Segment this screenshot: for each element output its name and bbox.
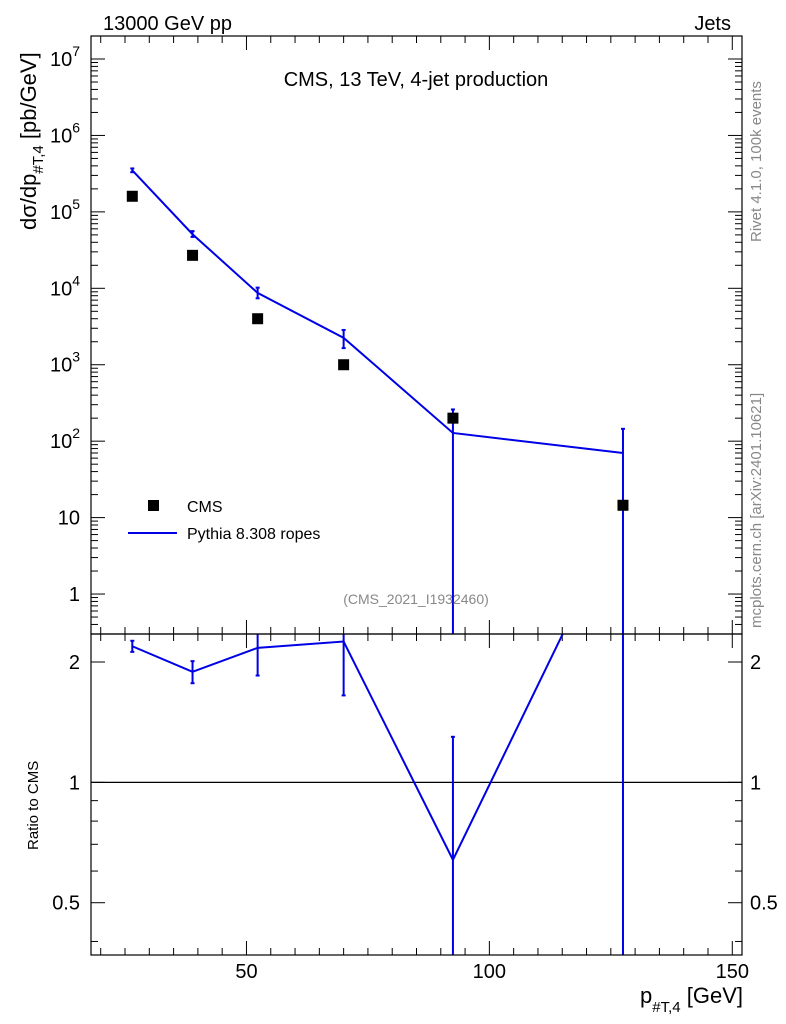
legend-cms-label: CMS	[187, 499, 223, 516]
ratio-y-tick-labels: 0.5 0.5 1 1 2 2	[52, 652, 778, 915]
y-tick-exponent: 5	[72, 196, 80, 212]
y-tick-exponent: 4	[72, 272, 80, 288]
y-tick-base: 10	[58, 508, 80, 530]
cms-data-point	[187, 249, 199, 261]
y-label-main: dσ/dp	[16, 174, 41, 230]
x-tick-label: 50	[235, 961, 257, 983]
main-y-tick-label: 102	[50, 425, 80, 453]
y-tick-base: 10	[50, 431, 72, 453]
legend-mc-label: Pythia 8.308 ropes	[187, 526, 320, 543]
main-y-tick-label: 104	[50, 272, 80, 300]
y-label-subscript: #T,4	[30, 145, 47, 173]
x-label-subscript: #T,4	[652, 999, 680, 1016]
ratio-series	[130, 634, 624, 955]
x-tick-label: 150	[716, 961, 749, 983]
y-tick-exponent: 2	[72, 425, 80, 441]
cms-data-point	[617, 499, 629, 511]
main-y-tick-label: 1	[69, 584, 80, 606]
ratio-y-tick-label-right: 0.5	[750, 893, 778, 915]
ratio-y-tick-label-left: 0.5	[52, 893, 80, 915]
y-tick-exponent: 3	[72, 349, 80, 365]
y-tick-base: 10	[50, 355, 72, 377]
ratio-data-marks	[91, 634, 742, 955]
mc-line	[131, 169, 624, 455]
legend: CMS Pythia 8.308 ropes	[128, 499, 320, 543]
y-tick-base: 10	[50, 278, 72, 300]
x-tick-labels: 50 100 150	[235, 961, 749, 983]
main-data-marks	[126, 167, 629, 634]
main-y-tick-label: 10	[58, 508, 80, 530]
y-tick-exponent: 7	[72, 43, 80, 59]
rivet-version-label: Rivet 4.1.0, 100k events	[748, 81, 765, 242]
process-label: 13000 GeV pp	[103, 13, 232, 35]
plot-title: CMS, 13 TeV, 4-jet production	[284, 69, 549, 91]
main-y-tick-label: 103	[50, 349, 80, 377]
main-axis-ticks	[91, 35, 742, 635]
cms-data-point	[252, 313, 264, 325]
cms-data-point	[126, 190, 138, 202]
y-label-unit: [pb/GeV]	[16, 52, 41, 145]
main-y-tick-label: 106	[50, 119, 80, 147]
y-tick-base: 10	[50, 49, 72, 71]
main-plot-frame	[90, 35, 743, 635]
main-y-tick-label: 105	[50, 196, 80, 224]
main-y-tick-label: 107	[50, 43, 80, 71]
x-tick-label: 100	[473, 961, 506, 983]
analysis-id: (CMS_2021_I1932460)	[343, 591, 489, 607]
cms-data-point	[447, 412, 459, 424]
y-tick-base: 10	[50, 125, 72, 147]
y-tick-exponent: 6	[72, 119, 80, 135]
ratio-plot-frame	[90, 633, 743, 956]
ratio-y-axis-label: Ratio to CMS	[25, 761, 42, 850]
x-label-unit: [GeV]	[681, 983, 743, 1008]
ratio-mc-line	[131, 634, 564, 863]
cms-data-point	[338, 359, 350, 371]
ratio-axis-ticks	[91, 634, 742, 955]
x-label-main: p	[640, 983, 652, 1008]
observable-group-label: Jets	[694, 13, 731, 35]
ratio-y-tick-label-right: 2	[750, 652, 761, 674]
x-axis-label: p#T,4 [GeV]	[640, 983, 743, 1016]
y-tick-base: 10	[50, 202, 72, 224]
main-y-axis-label: dσ/dp#T,4 [pb/GeV]	[16, 52, 47, 230]
legend-cms-marker	[148, 500, 159, 511]
ratio-y-tick-label-left: 1	[69, 772, 80, 794]
ratio-y-tick-label-right: 1	[750, 772, 761, 794]
y-tick-base: 1	[69, 584, 80, 606]
mcplots-label: mcplots.cern.ch [arXiv:2401.10621]	[748, 393, 765, 628]
ratio-y-tick-label-left: 2	[69, 652, 80, 674]
ratio-panel: 0.5 0.5 1 1 2 2 Ratio to CMS	[25, 633, 778, 956]
